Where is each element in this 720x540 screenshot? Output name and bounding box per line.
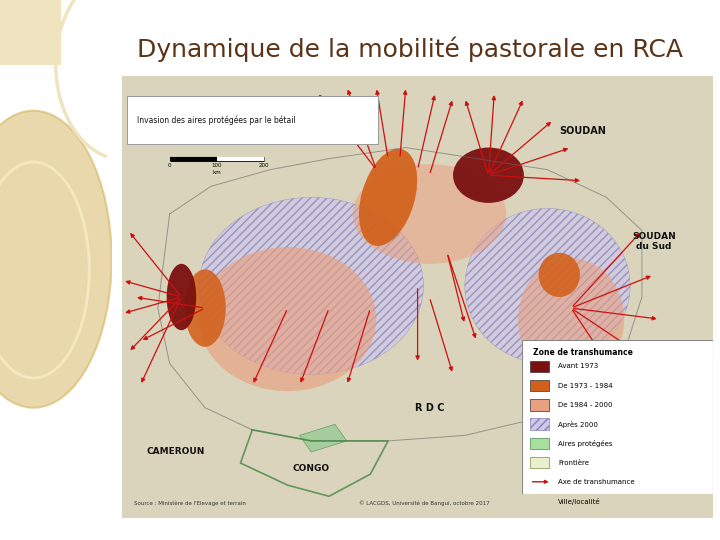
Ellipse shape <box>359 149 417 246</box>
Bar <box>530 380 549 392</box>
Bar <box>530 361 549 372</box>
Text: Zone de transhumance: Zone de transhumance <box>534 348 634 357</box>
Ellipse shape <box>453 147 524 203</box>
Text: SOUDAN
du Sud: SOUDAN du Sud <box>632 232 675 251</box>
Ellipse shape <box>465 208 630 363</box>
Text: Source : Ministère de l'Elevage et terrain: Source : Ministère de l'Elevage et terra… <box>134 500 246 505</box>
Text: CONGO: CONGO <box>293 464 330 473</box>
Text: SOUDAN: SOUDAN <box>559 126 606 136</box>
Bar <box>530 418 549 430</box>
Ellipse shape <box>353 164 506 264</box>
Ellipse shape <box>199 197 423 375</box>
Text: Aires protégées: Aires protégées <box>558 440 613 447</box>
Ellipse shape <box>539 253 580 297</box>
Bar <box>0 0 61 65</box>
Ellipse shape <box>518 258 624 380</box>
Text: Ville/localité: Ville/localité <box>558 497 601 504</box>
Text: Invasion des aires protégées par le bétail: Invasion des aires protégées par le béta… <box>137 115 296 125</box>
Polygon shape <box>300 424 347 452</box>
Text: CAMEROUN: CAMEROUN <box>146 448 204 456</box>
Text: 0: 0 <box>168 163 171 168</box>
Text: Après 2000: Après 2000 <box>558 421 598 428</box>
FancyBboxPatch shape <box>127 96 378 144</box>
Text: Avant 1973: Avant 1973 <box>558 363 598 369</box>
Text: De 1973 - 1984: De 1973 - 1984 <box>558 383 613 389</box>
Ellipse shape <box>0 111 112 408</box>
Bar <box>530 457 549 468</box>
Text: Dynamique de la mobilité pastorale en RCA: Dynamique de la mobilité pastorale en RC… <box>137 37 683 63</box>
Ellipse shape <box>184 269 226 347</box>
FancyBboxPatch shape <box>522 340 713 494</box>
Text: R D C: R D C <box>415 403 444 413</box>
Ellipse shape <box>167 264 196 330</box>
Text: 100: 100 <box>212 163 222 168</box>
Text: De 1984 - 2000: De 1984 - 2000 <box>558 402 613 408</box>
Text: 200: 200 <box>259 163 269 168</box>
Bar <box>530 437 549 449</box>
Ellipse shape <box>199 247 377 391</box>
Text: Axe de transhumance: Axe de transhumance <box>558 479 635 485</box>
Text: TCHAD: TCHAD <box>269 126 307 136</box>
Text: km: km <box>212 170 221 175</box>
Text: Frontière: Frontière <box>558 460 589 465</box>
Bar <box>530 399 549 410</box>
Text: © LACGDS, Université de Bangui, octobre 2017: © LACGDS, Université de Bangui, octobre … <box>359 500 489 505</box>
